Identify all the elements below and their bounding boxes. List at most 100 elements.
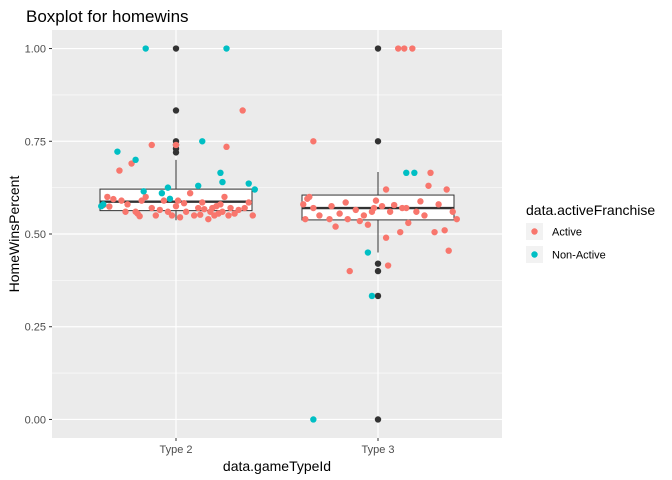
data-point	[201, 205, 208, 213]
data-point	[397, 228, 404, 236]
data-point	[245, 199, 252, 206]
y-tick-label: 0.25	[25, 322, 46, 334]
data-point	[368, 208, 376, 215]
data-point	[411, 169, 418, 176]
series-non-active	[98, 45, 418, 423]
jitter-points	[98, 45, 460, 423]
data-point	[403, 204, 410, 212]
data-point	[172, 141, 180, 149]
data-point	[138, 197, 145, 204]
data-point	[390, 201, 398, 209]
data-point	[251, 186, 258, 193]
data-point	[427, 169, 434, 176]
y-tick-label: 1.00	[25, 44, 46, 56]
data-point	[219, 178, 226, 186]
data-point	[395, 45, 402, 52]
legend-entry-label: Non-Active	[552, 250, 606, 262]
data-point	[364, 221, 372, 228]
data-point	[409, 45, 416, 52]
data-point	[364, 249, 372, 256]
data-point	[326, 215, 333, 223]
data-point	[225, 212, 232, 219]
data-point	[384, 262, 392, 269]
data-point	[140, 188, 147, 195]
data-point	[176, 214, 184, 221]
y-tick-label: 0.50	[25, 229, 46, 241]
data-point	[227, 204, 234, 212]
data-point	[425, 182, 432, 189]
data-point	[148, 204, 155, 212]
data-point	[231, 210, 238, 217]
data-point	[342, 199, 349, 206]
data-point	[435, 201, 442, 208]
outlier-point	[374, 138, 382, 145]
outlier-point	[374, 267, 382, 275]
data-point	[199, 138, 206, 145]
x-axis-ticks: Type 2 Type 3	[159, 438, 395, 456]
data-point	[219, 208, 226, 215]
series-active	[100, 45, 460, 275]
data-point	[235, 206, 242, 214]
y-tick-label: 0.00	[25, 414, 46, 426]
data-point	[453, 215, 460, 223]
data-point	[241, 204, 248, 212]
legend-key-point	[531, 251, 538, 258]
data-point	[195, 182, 202, 189]
chart-title: Boxplot for homewins	[26, 7, 189, 26]
data-point	[174, 197, 182, 204]
legend-title: data.activeFranchise	[526, 202, 655, 218]
outlier-point	[374, 292, 382, 300]
data-point	[344, 215, 351, 223]
data-point	[368, 292, 376, 300]
data-point	[217, 201, 224, 208]
data-point	[360, 212, 368, 219]
data-point	[164, 208, 172, 215]
data-point	[136, 212, 143, 220]
data-point	[180, 200, 188, 207]
data-point	[431, 228, 438, 236]
data-point	[441, 227, 448, 234]
data-point	[310, 138, 317, 145]
data-point	[378, 202, 386, 210]
data-point	[168, 212, 176, 219]
data-point	[158, 190, 166, 197]
data-point	[116, 167, 123, 174]
data-point	[166, 195, 174, 202]
data-point	[122, 208, 129, 215]
outlier-point	[374, 260, 382, 267]
legend-key-point	[531, 228, 538, 235]
data-point	[110, 195, 117, 203]
legend-entry-label: Active	[552, 227, 582, 239]
data-point	[346, 267, 353, 275]
data-point	[142, 45, 149, 52]
data-point	[443, 186, 450, 193]
data-point	[104, 193, 111, 201]
y-axis-ticks: 0.00 0.25 0.50 0.75 1.00	[25, 44, 52, 426]
data-point	[114, 148, 121, 155]
data-point	[356, 217, 364, 225]
data-point	[205, 215, 212, 223]
data-point	[336, 210, 343, 217]
data-point	[302, 215, 309, 223]
outlier-point	[374, 416, 382, 423]
data-point	[106, 203, 113, 210]
data-point	[182, 208, 190, 215]
data-point	[316, 212, 323, 219]
y-tick-label: 0.75	[25, 136, 46, 148]
outlier-point	[172, 45, 180, 52]
data-point	[332, 223, 339, 230]
data-point	[160, 197, 168, 204]
data-point	[403, 169, 410, 176]
data-point	[128, 160, 135, 167]
data-point	[382, 234, 390, 241]
data-point	[386, 208, 394, 215]
data-point	[156, 206, 164, 214]
data-point	[100, 201, 107, 208]
data-point	[245, 180, 252, 187]
data-point	[239, 107, 246, 114]
data-point	[413, 208, 420, 215]
data-point	[352, 206, 359, 214]
data-point	[306, 193, 313, 201]
data-point	[221, 193, 228, 201]
